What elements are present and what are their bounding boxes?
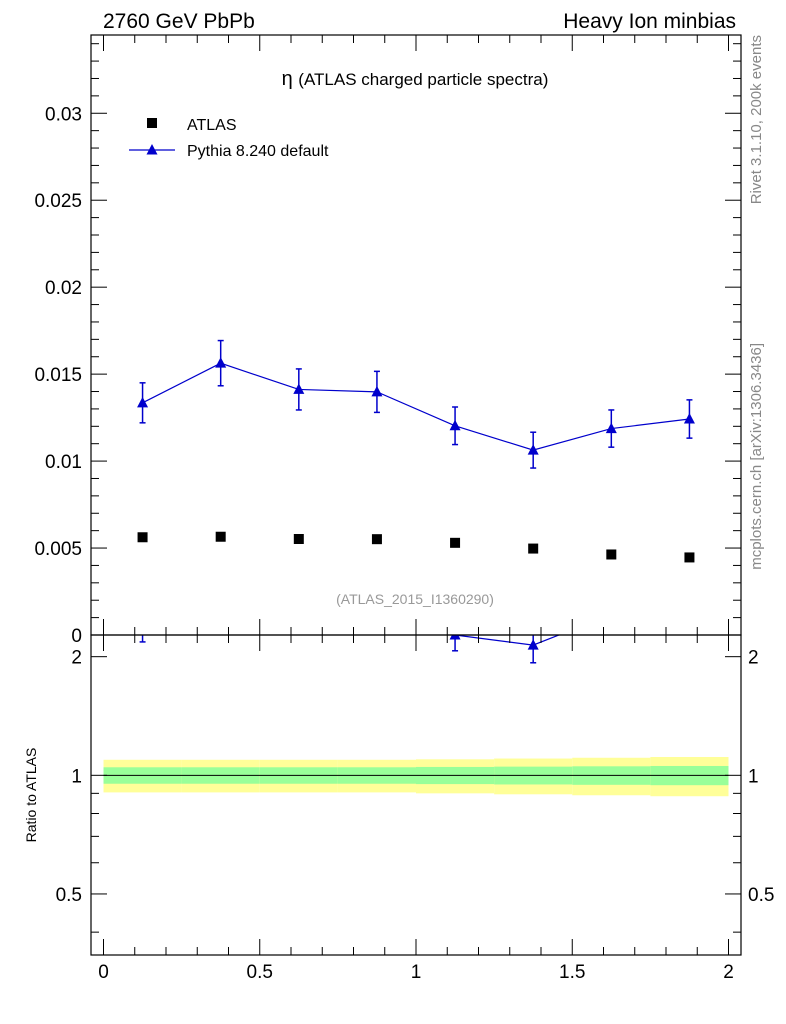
pythia-point xyxy=(605,422,617,434)
pythia-point xyxy=(527,444,539,455)
main-title: η (ATLAS charged particle spectra) xyxy=(282,68,549,90)
rivet-version-label: Rivet 3.1.10, 200k events xyxy=(748,35,765,204)
ratio-ytick-label-right: 1 xyxy=(748,766,759,787)
main-plot: (ATLAS_2015_I1360290) η (ATLAS charged pa… xyxy=(34,34,742,647)
ratio-bands xyxy=(103,756,729,797)
atlas-point xyxy=(684,552,695,563)
ratio-ytick-label-right: 2 xyxy=(748,648,759,669)
legend-pythia-label: Pythia 8.240 default xyxy=(187,143,329,160)
pythia-line xyxy=(142,362,690,451)
atlas-point xyxy=(528,543,539,554)
pythia-ratio-point xyxy=(215,595,226,606)
mcplots-reference-label: mcplots.cern.ch [arXiv:1306.3436] xyxy=(748,343,765,570)
header-left-label: 2760 GeV PbPb xyxy=(103,10,255,33)
ratio-ytick-label-left: 0.5 xyxy=(56,885,82,906)
ratio-ylabel: Ratio to ATLAS xyxy=(23,748,39,843)
main-title-text: (ATLAS charged particle spectra) xyxy=(298,70,548,89)
ratio-xtick-label: 1.5 xyxy=(559,962,585,983)
series-pythia-main xyxy=(137,339,695,469)
legend-atlas-marker xyxy=(147,118,157,128)
pythia-ratio-point xyxy=(293,608,304,619)
atlas-point xyxy=(450,537,461,548)
legend: ATLAS Pythia 8.240 default xyxy=(129,117,329,160)
series-pythia-ratio xyxy=(137,594,695,664)
pythia-point xyxy=(215,357,227,368)
pythia-ratio-point xyxy=(137,621,148,632)
ratio-ytick-label-left: 1 xyxy=(71,766,82,787)
main-ytick-label: 0.02 xyxy=(45,278,82,299)
ratio-xtick-label: 2 xyxy=(723,962,734,983)
ratio-frame xyxy=(90,634,742,956)
legend-atlas-label: ATLAS xyxy=(187,117,237,134)
main-title-symbol: η xyxy=(282,68,299,90)
pythia-point xyxy=(371,385,383,397)
series-atlas-main xyxy=(137,531,695,563)
main-watermark: (ATLAS_2015_I1360290) xyxy=(336,591,494,607)
atlas-point xyxy=(137,532,148,543)
ratio-ytick-label-left: 2 xyxy=(71,648,82,669)
ratio-xtick-label: 0 xyxy=(98,962,109,983)
ratio-xtick-label: 1 xyxy=(411,962,422,983)
legend-pythia-marker xyxy=(146,144,158,155)
pythia-ratio-point xyxy=(449,635,461,640)
pythia-point xyxy=(293,383,305,394)
pythia-ratio-point xyxy=(606,608,617,619)
main-ytick-label: 0.01 xyxy=(45,452,82,473)
atlas-point xyxy=(215,531,226,542)
ratio-ytick-label-right: 0.5 xyxy=(748,885,774,906)
pythia-ratio-point xyxy=(371,610,382,621)
atlas-point xyxy=(371,534,382,545)
pythia-ratio-point xyxy=(527,639,539,650)
ratio-xtick-label: 0.5 xyxy=(247,962,273,983)
header-right-label: Heavy Ion minbias xyxy=(563,10,736,33)
main-ytick-label: 0.005 xyxy=(34,539,82,560)
atlas-point xyxy=(293,534,304,544)
pythia-point xyxy=(449,419,461,431)
main-ytick-label: 0.025 xyxy=(34,191,82,212)
pythia-point xyxy=(137,396,149,408)
main-ytick-label: 0.015 xyxy=(34,365,82,386)
main-ytick-label: 0.03 xyxy=(45,104,82,125)
pythia-point xyxy=(683,413,695,424)
atlas-point xyxy=(606,549,617,560)
pythia-ratio-point xyxy=(684,594,695,605)
main-ytick-label: 0 xyxy=(71,626,82,647)
